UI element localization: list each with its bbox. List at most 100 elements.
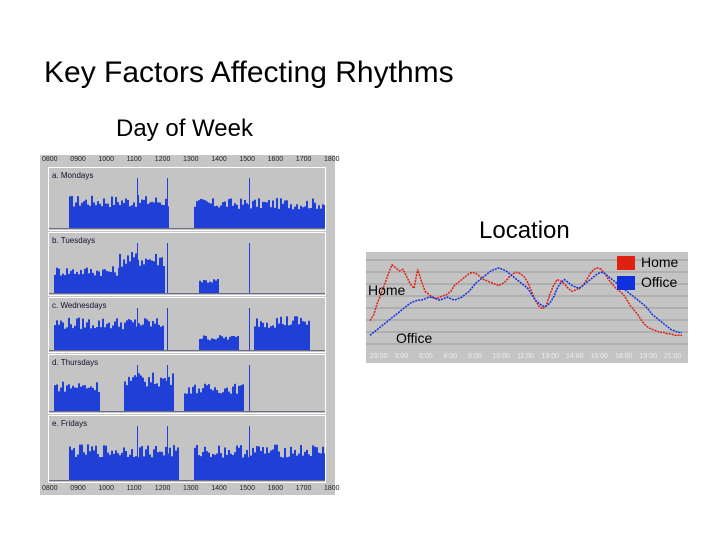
activity-bar xyxy=(220,453,222,480)
activity-bar xyxy=(322,204,324,228)
activity-bar xyxy=(173,445,175,480)
activity-bar xyxy=(231,336,233,350)
activity-bar xyxy=(114,321,116,350)
activity-bar xyxy=(143,199,145,228)
activity-bar xyxy=(91,195,93,228)
activity-bar xyxy=(146,386,148,411)
activity-bar xyxy=(268,327,270,350)
legend-swatch-home xyxy=(617,256,635,270)
activity-bar xyxy=(150,326,152,350)
activity-bar xyxy=(226,387,228,411)
activity-bar xyxy=(121,266,123,293)
activity-bar xyxy=(133,257,135,293)
activity-bar xyxy=(214,206,216,228)
activity-bar xyxy=(141,199,143,228)
activity-bar xyxy=(77,196,79,228)
activity-bar xyxy=(236,204,238,228)
activity-bar xyxy=(83,452,85,480)
activity-bar xyxy=(113,453,115,480)
activity-spike xyxy=(167,308,168,350)
activity-bar xyxy=(238,208,240,228)
activity-bar xyxy=(244,199,246,228)
activity-bar xyxy=(170,385,172,411)
activity-bar xyxy=(314,446,316,480)
activity-bar xyxy=(186,393,188,411)
activity-bar xyxy=(272,449,274,480)
activity-bar xyxy=(60,320,62,350)
time-tick-label: 1500 xyxy=(239,156,255,163)
activity-bar xyxy=(188,387,190,411)
activity-bar xyxy=(272,200,274,228)
activity-bar xyxy=(144,318,146,350)
activity-bar xyxy=(268,200,270,228)
time-tick-label: 0900 xyxy=(70,156,86,163)
activity-bar xyxy=(149,202,151,228)
activity-bar xyxy=(85,199,87,228)
activity-bar xyxy=(77,454,79,480)
activity-bar xyxy=(324,205,325,228)
activity-bar xyxy=(157,452,159,480)
activity-bar xyxy=(153,202,155,228)
activity-bar xyxy=(92,387,94,411)
activity-bar xyxy=(228,450,230,480)
activity-bar xyxy=(280,316,282,350)
activity-bar xyxy=(310,456,312,480)
series-line-office xyxy=(369,267,682,336)
activity-bar xyxy=(232,455,234,480)
panel-label: c. Wednesdays xyxy=(52,301,107,310)
time-tick-label: 1000 xyxy=(98,485,114,492)
activity-bar xyxy=(290,204,292,228)
activity-bar xyxy=(105,203,107,228)
activity-bar xyxy=(260,321,262,350)
activity-bar xyxy=(133,457,135,480)
activity-bar xyxy=(274,207,276,228)
activity-bar xyxy=(215,280,217,293)
activity-bar xyxy=(102,269,104,293)
activity-bar xyxy=(216,205,218,228)
location-tick-label: 14:00 xyxy=(566,353,584,360)
activity-bar xyxy=(160,326,162,350)
activity-bar xyxy=(123,203,125,228)
activity-bar xyxy=(138,373,140,411)
activity-bar xyxy=(233,335,235,350)
activity-bar xyxy=(208,452,210,480)
activity-bar xyxy=(215,339,217,350)
activity-bar xyxy=(300,205,302,228)
activity-bar xyxy=(129,261,131,293)
legend-label-office: Office xyxy=(641,274,678,290)
activity-bar xyxy=(306,324,308,350)
activity-bar xyxy=(96,382,98,411)
activity-bar xyxy=(224,201,226,228)
activity-spike xyxy=(249,243,250,293)
activity-bar xyxy=(90,386,92,411)
activity-bar xyxy=(120,322,122,350)
activity-bar xyxy=(264,201,266,228)
activity-bar xyxy=(280,198,282,228)
panel-thursdays: d. Thursdays xyxy=(48,354,326,414)
activity-bar xyxy=(110,328,112,350)
activity-bar xyxy=(74,387,76,411)
activity-bar xyxy=(308,320,310,350)
activity-bar xyxy=(288,208,290,228)
legend-label-home: Home xyxy=(641,254,679,270)
activity-bar xyxy=(284,200,286,228)
activity-bar xyxy=(142,324,144,350)
activity-bar xyxy=(112,266,114,293)
activity-bar xyxy=(113,205,115,228)
activity-bar xyxy=(56,267,58,293)
activity-bar xyxy=(256,206,258,228)
time-tick-label: 1600 xyxy=(267,485,284,492)
activity-bar xyxy=(141,260,143,293)
time-tick-label: 1100 xyxy=(126,485,142,492)
activity-spike xyxy=(137,178,138,228)
activity-bar xyxy=(81,444,83,480)
activity-bar xyxy=(78,383,80,411)
activity-bar xyxy=(268,452,270,480)
panel-baseline xyxy=(49,293,325,294)
activity-spike xyxy=(249,178,250,228)
activity-bar xyxy=(316,208,318,228)
time-tick-label: 0800 xyxy=(42,485,58,492)
activity-bar xyxy=(64,275,66,293)
home-series-label: Home xyxy=(368,282,406,298)
activity-bar xyxy=(90,269,92,293)
